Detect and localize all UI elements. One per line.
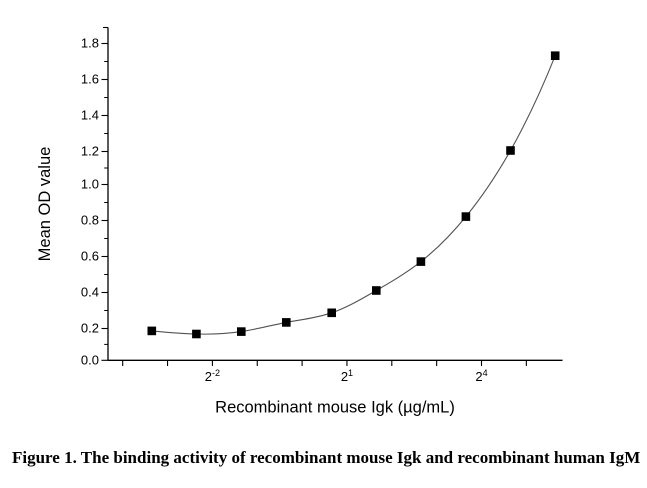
svg-text:1.6: 1.6 [81, 72, 99, 87]
svg-text:1.8: 1.8 [81, 36, 99, 51]
svg-text:1.2: 1.2 [81, 144, 99, 159]
svg-text:Figure 1. The binding activity: Figure 1. The binding activity of recomb… [12, 448, 640, 467]
svg-text:Mean OD value: Mean OD value [36, 147, 54, 262]
svg-text:2-2: 2-2 [205, 368, 220, 384]
svg-text:0.8: 0.8 [81, 213, 99, 228]
svg-text:1.4: 1.4 [81, 108, 99, 123]
svg-text:0.0: 0.0 [81, 352, 99, 367]
svg-text:0.6: 0.6 [81, 249, 99, 264]
svg-text:21: 21 [341, 368, 353, 384]
svg-text:0.4: 0.4 [81, 285, 99, 300]
svg-text:24: 24 [475, 368, 487, 384]
svg-text:0.2: 0.2 [81, 321, 99, 336]
svg-text:1.0: 1.0 [81, 177, 99, 192]
svg-text:Recombinant mouse Igk (µg/mL): Recombinant mouse Igk (µg/mL) [215, 399, 455, 417]
